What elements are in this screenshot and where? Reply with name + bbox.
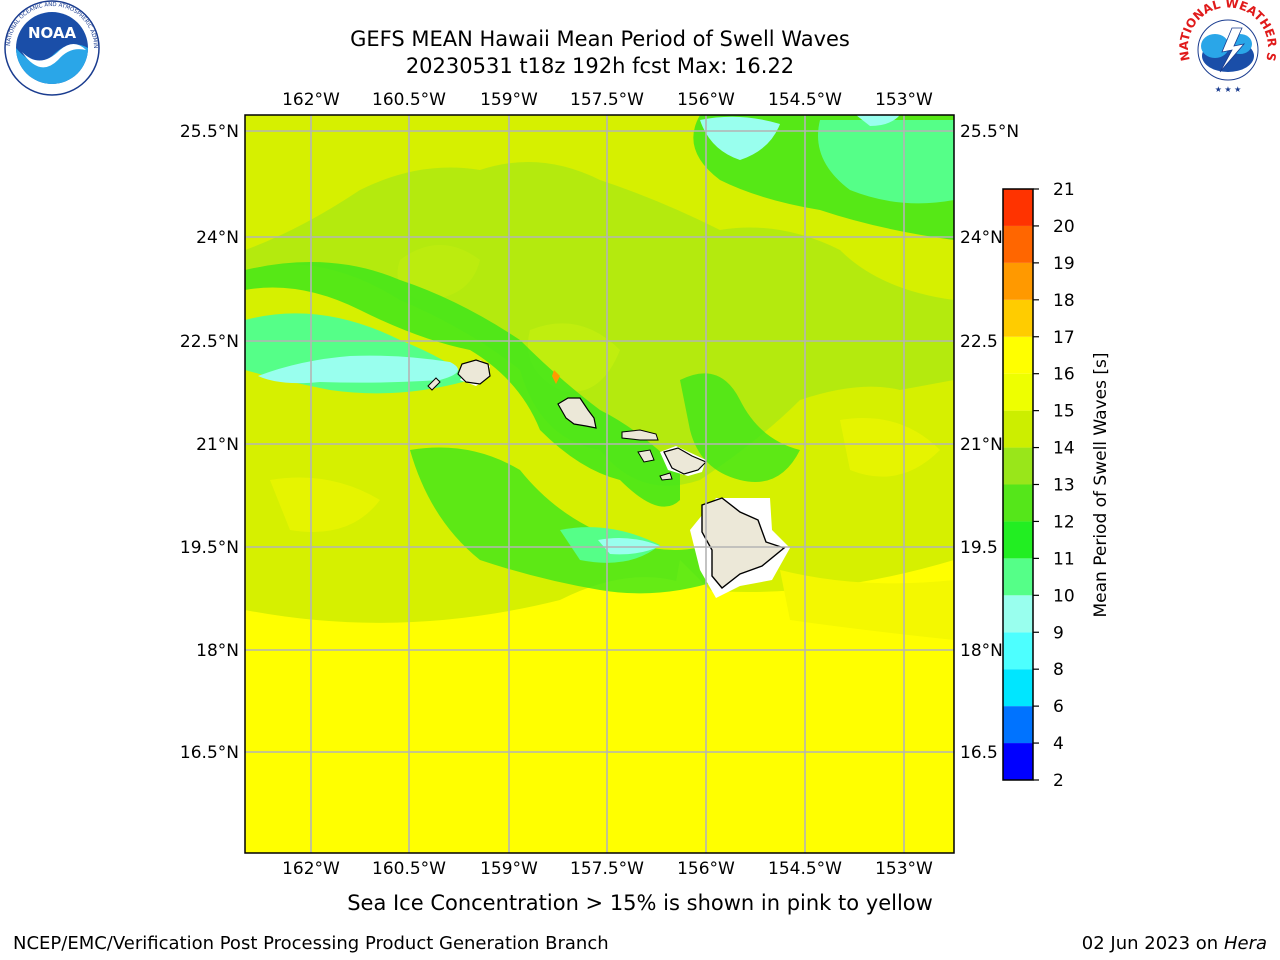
colorbar-swatch [1003,262,1033,300]
footer-host: Hera [1223,933,1267,954]
colorbar-tick-label: 8 [1053,660,1064,680]
lat-label-left: 16.5°N [180,743,239,763]
colorbar-swatch [1003,706,1033,744]
colorbar-swatch [1003,743,1033,780]
noaa-logo: NOAA NATIONAL OCEANIC AND ATMOSPHERIC AD… [0,0,100,96]
colorbar-swatch [1003,447,1033,485]
lon-label-top: 156°W [677,90,735,110]
colorbar-swatch [1003,336,1033,374]
colorbar-swatch [1003,373,1033,411]
colorbar-tick-label: 12 [1053,512,1075,532]
lon-label-top: 154.5°W [768,90,842,110]
lon-label-bottom: 157.5°W [570,859,644,879]
colorbar-tick-label: 10 [1053,586,1075,606]
lon-label-bottom: 154.5°W [768,859,842,879]
colorbar-tick-label: 20 [1053,217,1075,237]
lon-label-top: 162°W [282,90,340,110]
lon-label-top: 153°W [875,90,933,110]
lat-label-right: 25.5°N [960,122,1019,142]
colorbar-swatch [1003,632,1033,670]
colorbar-tick-label: 17 [1053,328,1075,348]
graticule [245,115,954,853]
lat-label-right: 18°N [960,641,1003,661]
lat-label-left: 25.5°N [180,122,239,142]
colorbar-tick-label: 21 [1053,180,1075,200]
colorbar-tick-label: 18 [1053,291,1075,311]
latitude-labels-left: 25.5°N 24°N 22.5°N 21°N 19.5°N 18°N 16.5°N [180,122,239,763]
colorbar-tick-label: 14 [1053,439,1075,459]
lon-label-bottom: 156°W [677,859,735,879]
map-frame [244,114,955,854]
swell-period-field [245,115,954,853]
colorbar-tick-label: 11 [1053,549,1075,569]
colorbar-tick-label: 15 [1053,402,1075,422]
colorbar-swatch [1003,595,1033,633]
colorbar-swatch [1003,521,1033,559]
lat-label-left: 18°N [196,641,239,661]
colorbar-tick-label: 9 [1053,623,1064,643]
colorbar-tick-label: 6 [1053,697,1064,717]
colorbar: 2 4 6 8 9 10 11 12 13 14 15 16 17 18 19 20 21 [1002,180,1075,791]
lat-label-right: 24°N [960,228,1003,248]
colorbar-swatch [1003,484,1033,522]
colorbar-label: Mean Period of Swell Waves [s] [1091,353,1111,618]
colorbar-swatch [1003,189,1033,226]
lon-label-top: 157.5°W [570,90,644,110]
colorbar-tick-label: 19 [1053,254,1075,274]
sea-ice-caption: Sea Ice Concentration > 15% is shown in … [347,891,933,915]
colorbar-tick-label: 13 [1053,476,1075,496]
lat-label-left: 19.5°N [180,538,239,558]
colorbar-tick-label: 4 [1053,734,1064,754]
footer-branch: NCEP/EMC/Verification Post Processing Pr… [13,933,609,954]
lon-label-bottom: 160.5°W [372,859,446,879]
lat-label-left: 24°N [196,228,239,248]
lat-label-right: 16.5 [960,743,998,763]
lon-label-top: 160.5°W [372,90,446,110]
longitude-labels-bottom: 162°W 160.5°W 159°W 157.5°W 156°W 154.5°W 153°… [282,859,933,879]
lon-label-bottom: 153°W [875,859,933,879]
lat-label-left: 21°N [196,435,239,455]
colorbar-tick-label: 16 [1053,365,1075,385]
chart-subtitle: 20230531 t18z 192h fcst Max: 16.22 [405,54,795,78]
lat-label-left: 22.5°N [180,332,239,352]
lon-label-bottom: 162°W [282,859,340,879]
colorbar-swatch [1003,225,1033,263]
colorbar-swatch [1003,410,1033,448]
lon-label-top: 159°W [480,90,538,110]
lat-label-right: 21°N [960,435,1003,455]
nws-logo: NATIONAL WEATHER SERVICE ★ ★ ★ [0,0,1279,94]
longitude-labels-top: 162°W 160.5°W 159°W 157.5°W 156°W 154.5°W 153°… [282,90,933,110]
svg-text:NATIONAL WEATHER SERVICE: NATIONAL WEATHER SERVICE [0,0,1279,63]
lat-label-right: 19.5 [960,538,998,558]
footer-date: 02 Jun 2023 on Hera [1082,933,1267,954]
lon-label-bottom: 159°W [480,859,538,879]
colorbar-swatch [1003,299,1033,337]
lat-label-right: 22.5 [960,332,998,352]
chart-title: GEFS MEAN Hawaii Mean Period of Swell Wa… [350,27,850,51]
colorbar-tick-label: 2 [1053,771,1064,791]
colorbar-swatch [1003,669,1033,707]
footer-date-text: 02 Jun 2023 on [1081,933,1219,954]
latitude-labels-right: 25.5°N 24°N 22.5 21°N 19.5 18°N 16.5 [960,122,1019,763]
colorbar-swatch [1003,558,1033,596]
svg-text:★ ★ ★: ★ ★ ★ [1215,85,1242,94]
noaa-logo-text: NOAA [28,24,77,42]
